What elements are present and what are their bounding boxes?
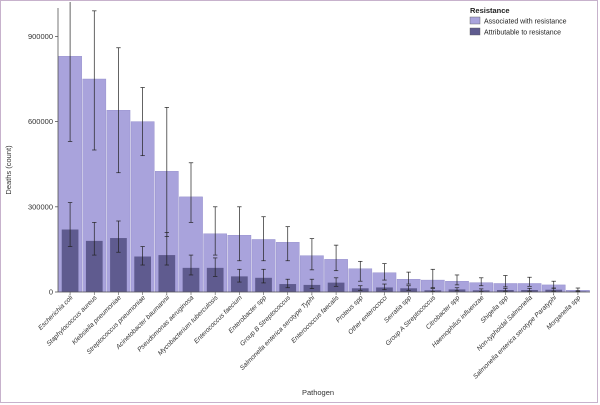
x-axis-title: Pathogen xyxy=(302,388,334,397)
y-tick-label: 0 xyxy=(49,288,53,297)
bar-attributable xyxy=(110,238,127,292)
bar-attributable xyxy=(182,267,200,292)
legend-label-attributable: Attributable to resistance xyxy=(484,30,561,37)
bar-attributable xyxy=(134,256,151,292)
bar-attributable xyxy=(327,282,345,292)
bars-group xyxy=(58,56,590,293)
bar-attributable xyxy=(206,267,224,292)
bar-attributable xyxy=(158,255,176,292)
y-tick-label: 600000 xyxy=(28,117,53,126)
legend-label-associated: Associated with resistance xyxy=(484,19,567,26)
y-tick-label: 300000 xyxy=(28,202,53,211)
legend-swatch-associated xyxy=(469,16,481,25)
error-bars-group xyxy=(67,2,581,293)
y-axis-title: Deaths (count) xyxy=(4,145,13,195)
legend-swatch-attributable xyxy=(469,27,481,36)
x-tick-label: Enterococcus faecalis xyxy=(290,294,341,345)
y-tick-label: 900000 xyxy=(28,32,53,41)
legend: Resistance Associated with resistance At… xyxy=(469,6,567,37)
axes-group: 0 300000 600000 900000 xyxy=(28,8,590,297)
bar-attributable xyxy=(231,276,248,292)
bar-attributable xyxy=(61,229,79,292)
bar-attributable xyxy=(255,277,272,292)
bar-attributable xyxy=(85,240,103,292)
legend-title: Resistance xyxy=(470,6,510,15)
